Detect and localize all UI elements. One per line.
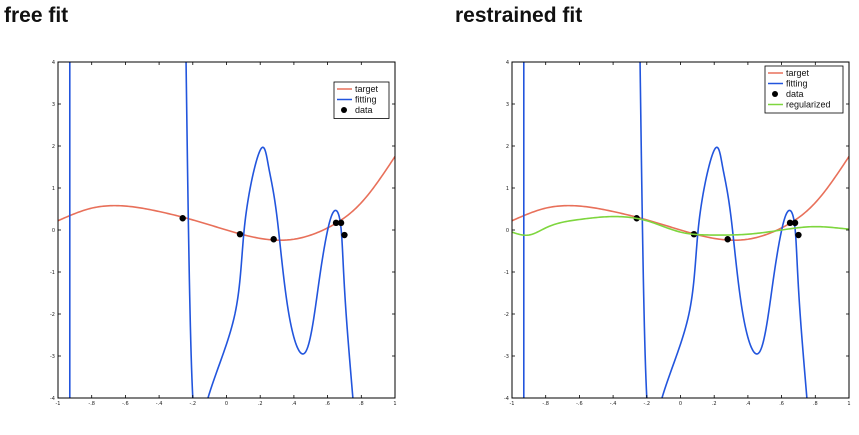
data-point: [270, 236, 277, 243]
series-line-target: [58, 156, 395, 242]
legend-label-data: data: [355, 105, 373, 115]
legend-label-target: target: [355, 84, 379, 94]
y-tick-label: 4: [506, 60, 509, 66]
y-tick-label: -3: [50, 354, 55, 360]
legend-marker-data: [772, 91, 778, 97]
data-point: [724, 236, 731, 243]
x-tick-label: -.6: [576, 401, 583, 407]
y-tick-label: 1: [52, 186, 55, 192]
x-tick-label: .8: [359, 401, 364, 407]
x-tick-label: -.2: [190, 401, 197, 407]
data-point: [791, 219, 799, 227]
y-tick-label: 0: [506, 228, 509, 234]
y-tick-label: -2: [504, 312, 509, 318]
x-tick-label: -.8: [88, 401, 95, 407]
series-line-regularized: [512, 215, 849, 237]
y-tick-label: -1: [50, 270, 55, 276]
y-tick-label: 4: [52, 60, 55, 66]
x-tick-label: .4: [292, 401, 297, 407]
x-tick-label: -.2: [644, 401, 651, 407]
data-point: [786, 219, 794, 227]
legend-label-fitting: fitting: [355, 95, 377, 105]
y-tick-label: -3: [504, 354, 509, 360]
y-tick-label: -1: [504, 270, 509, 276]
data-point: [236, 231, 244, 238]
x-tick-label: -1: [510, 401, 515, 407]
y-tick-label: 1: [506, 186, 509, 192]
y-tick-label: 2: [506, 144, 509, 150]
x-tick-label: .6: [779, 401, 784, 407]
y-tick-label: -4: [504, 396, 509, 402]
data-point: [337, 219, 345, 227]
x-tick-label: .4: [746, 401, 751, 407]
x-tick-label: -.4: [610, 401, 617, 407]
series-line-fitting: [522, 62, 808, 398]
panel-title-free-fit: free fit: [4, 4, 69, 27]
legend-label-data: data: [786, 89, 804, 99]
legend-label-fitting: fitting: [786, 79, 808, 89]
data-point: [341, 231, 348, 239]
legend-marker-data: [341, 107, 347, 113]
y-tick-label: -4: [50, 396, 55, 402]
legend-label-regularized: regularized: [786, 100, 831, 110]
y-tick-label: -2: [50, 312, 55, 318]
panel-title-restrained-fit: restrained fit: [455, 4, 583, 27]
y-tick-label: 0: [52, 228, 55, 234]
data-point: [795, 231, 802, 239]
x-tick-label: .8: [813, 401, 818, 407]
x-tick-label: .6: [325, 401, 330, 407]
legend-box: [764, 65, 844, 114]
series-line-fitting: [68, 62, 354, 398]
x-tick-label: 0: [225, 401, 228, 407]
x-tick-label: 0: [679, 401, 682, 407]
x-tick-label: -.8: [542, 401, 549, 407]
data-point: [332, 219, 340, 227]
x-tick-label: 1: [847, 401, 850, 407]
data-point: [179, 215, 186, 222]
y-tick-label: 2: [52, 144, 55, 150]
x-tick-label: .2: [258, 401, 263, 407]
x-tick-label: -.6: [122, 401, 129, 407]
x-tick-label: -.4: [156, 401, 163, 407]
x-tick-label: .2: [712, 401, 717, 407]
chart-panel-1: -1 -.8 -.6 -.4 -.2 0 .2 .4 .6 .8 1 4 3 2 1 0 -1 -2 -3 -4 tar…: [504, 60, 851, 407]
chart-panel-0: -1 -.8 -.6 -.4 -.2 0 .2 .4 .6 .8 1 4 3 2 1 0 -1 -2 -3 -4 tar…: [50, 60, 397, 407]
x-tick-label: 1: [393, 401, 396, 407]
y-tick-label: 3: [506, 102, 509, 108]
legend-label-target: target: [786, 68, 810, 78]
x-tick-label: -1: [56, 401, 61, 407]
y-tick-label: 3: [52, 102, 55, 108]
